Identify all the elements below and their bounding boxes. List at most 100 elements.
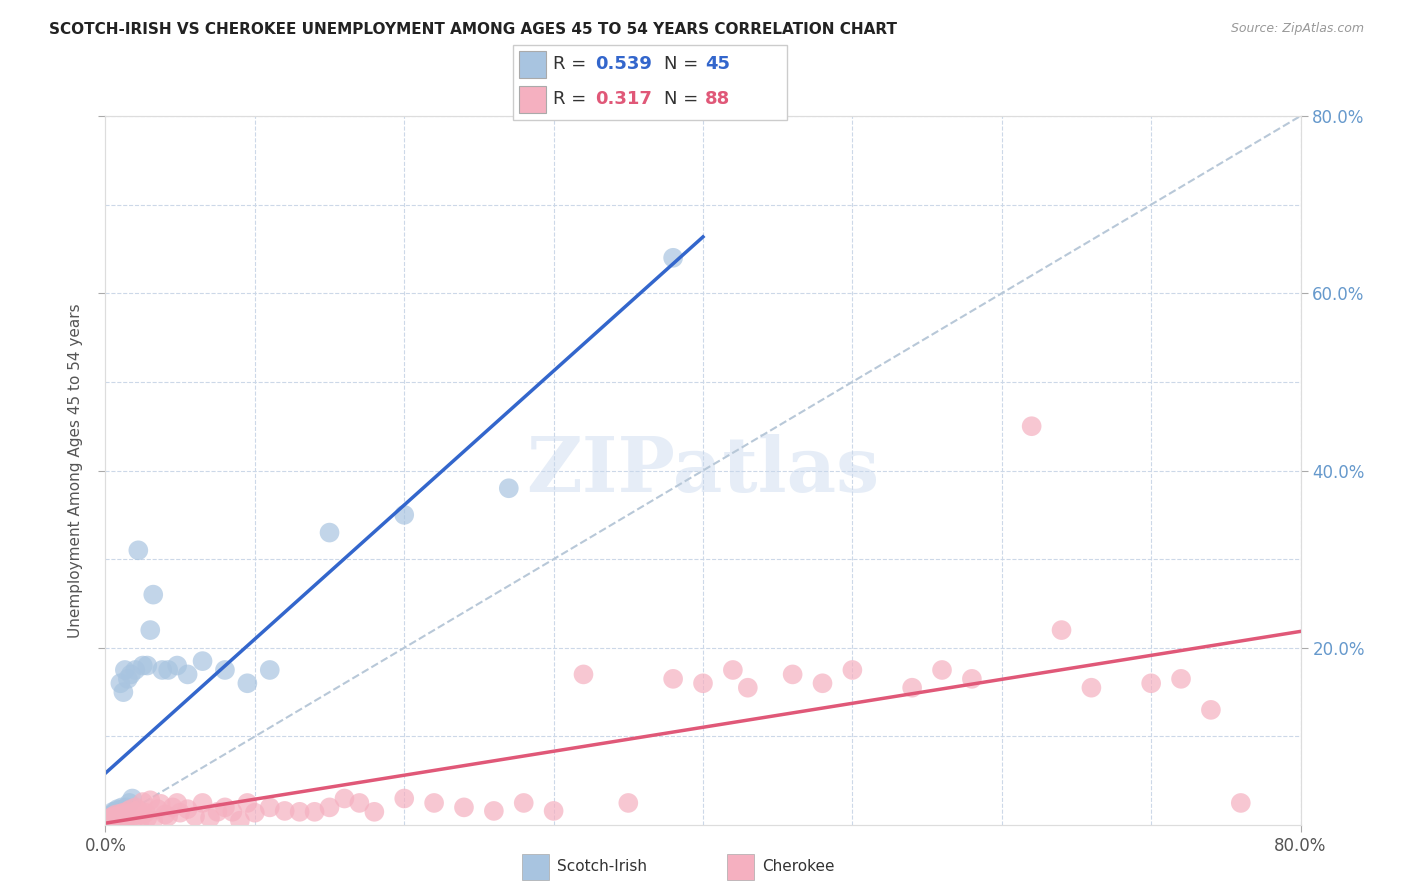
- Point: [513, 796, 536, 810]
- Point: [318, 800, 340, 814]
- Point: [288, 805, 311, 819]
- Bar: [519, 86, 546, 112]
- Point: [127, 543, 149, 558]
- Point: [132, 658, 155, 673]
- Point: [97, 815, 120, 830]
- Point: [101, 812, 124, 826]
- Text: R =: R =: [553, 55, 592, 73]
- Point: [104, 809, 127, 823]
- Point: [273, 804, 295, 818]
- Point: [166, 796, 188, 810]
- Point: [184, 809, 207, 823]
- Y-axis label: Unemployment Among Ages 45 to 54 years: Unemployment Among Ages 45 to 54 years: [67, 303, 83, 638]
- Point: [169, 805, 191, 820]
- Point: [104, 804, 127, 818]
- Point: [304, 805, 326, 819]
- Point: [111, 800, 134, 814]
- Point: [98, 814, 121, 828]
- Point: [103, 810, 125, 824]
- Point: [101, 809, 124, 823]
- Point: [931, 663, 953, 677]
- Point: [117, 808, 139, 822]
- Point: [114, 663, 136, 677]
- Point: [98, 814, 121, 828]
- Text: N =: N =: [664, 55, 704, 73]
- Point: [115, 812, 138, 826]
- Point: [318, 525, 340, 540]
- Bar: [522, 855, 550, 880]
- Point: [107, 813, 129, 827]
- Text: SCOTCH-IRISH VS CHEROKEE UNEMPLOYMENT AMONG AGES 45 TO 54 YEARS CORRELATION CHAR: SCOTCH-IRISH VS CHEROKEE UNEMPLOYMENT AM…: [49, 22, 897, 37]
- Point: [121, 791, 143, 805]
- Point: [117, 804, 139, 818]
- Text: ZIPatlas: ZIPatlas: [526, 434, 880, 508]
- Point: [112, 685, 135, 699]
- Point: [243, 805, 266, 820]
- Point: [103, 805, 125, 820]
- Point: [136, 811, 159, 825]
- Point: [111, 809, 134, 823]
- Point: [662, 672, 685, 686]
- Point: [737, 681, 759, 695]
- Point: [108, 805, 131, 819]
- Text: 45: 45: [706, 55, 730, 73]
- Point: [110, 811, 132, 825]
- Point: [103, 811, 125, 825]
- Point: [103, 814, 125, 828]
- Point: [104, 812, 127, 826]
- Point: [112, 805, 135, 820]
- Point: [221, 805, 243, 819]
- Point: [176, 802, 198, 816]
- Point: [333, 791, 356, 805]
- Point: [482, 804, 505, 818]
- Point: [453, 800, 475, 814]
- Text: 0.539: 0.539: [596, 55, 652, 73]
- Point: [115, 800, 138, 814]
- Point: [207, 805, 229, 819]
- Point: [96, 814, 118, 829]
- Point: [617, 796, 640, 810]
- Text: Source: ZipAtlas.com: Source: ZipAtlas.com: [1230, 22, 1364, 36]
- Point: [1229, 796, 1253, 810]
- Point: [118, 806, 141, 821]
- Point: [782, 667, 804, 681]
- Point: [259, 663, 281, 677]
- Text: 0.317: 0.317: [596, 90, 652, 108]
- Point: [1021, 419, 1043, 434]
- Point: [96, 814, 118, 829]
- Point: [97, 809, 120, 823]
- Point: [721, 663, 744, 677]
- Point: [100, 814, 122, 829]
- Point: [107, 802, 129, 816]
- Text: N =: N =: [664, 90, 704, 108]
- Point: [662, 251, 685, 265]
- Point: [214, 663, 236, 677]
- Point: [120, 667, 142, 681]
- Point: [110, 676, 132, 690]
- Point: [157, 663, 180, 677]
- Point: [236, 676, 259, 690]
- Point: [107, 807, 129, 822]
- Point: [259, 800, 281, 814]
- FancyBboxPatch shape: [513, 45, 787, 120]
- Text: Scotch-Irish: Scotch-Irish: [557, 859, 647, 873]
- Point: [155, 807, 177, 822]
- Point: [101, 805, 124, 819]
- Point: [543, 804, 565, 818]
- Point: [1199, 703, 1222, 717]
- Point: [136, 658, 159, 673]
- Point: [1140, 676, 1163, 690]
- Point: [100, 812, 122, 826]
- Point: [363, 805, 385, 819]
- Point: [1170, 672, 1192, 686]
- Point: [157, 809, 180, 823]
- Point: [100, 807, 122, 822]
- Point: [120, 802, 142, 816]
- Bar: [727, 855, 754, 880]
- Point: [142, 588, 165, 602]
- Point: [98, 811, 121, 825]
- Point: [149, 797, 172, 811]
- Point: [176, 667, 198, 681]
- Point: [118, 796, 141, 810]
- Point: [107, 809, 129, 823]
